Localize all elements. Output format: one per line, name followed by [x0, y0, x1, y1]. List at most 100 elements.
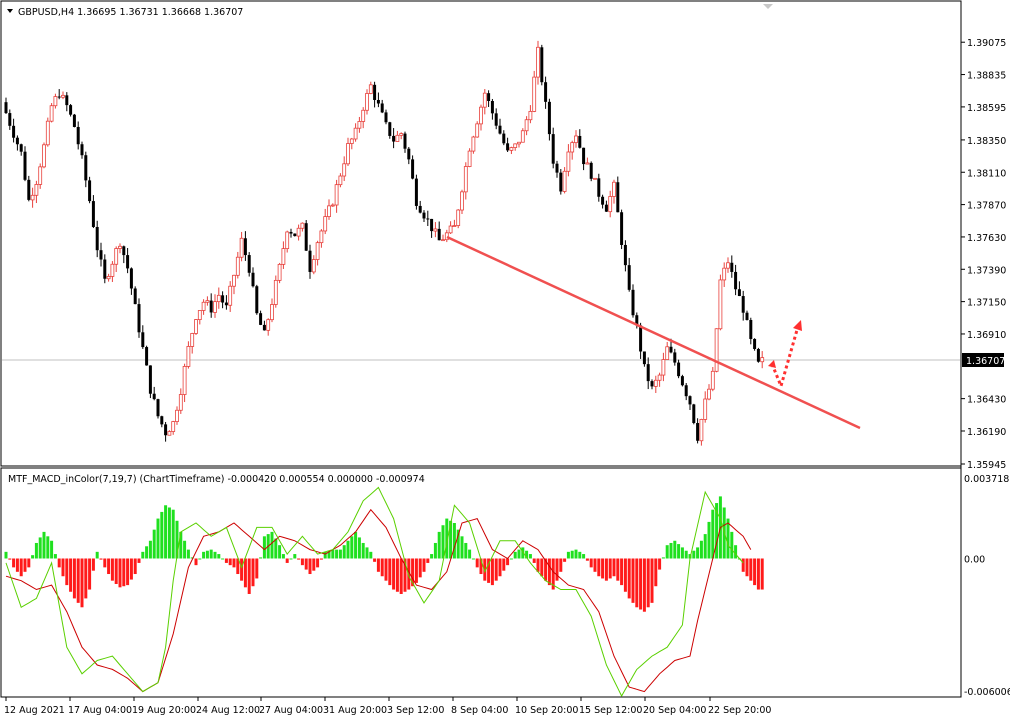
time-tick-label: 20 Sep 04:00 — [643, 705, 706, 716]
histogram-bar-negative — [608, 558, 612, 579]
histogram-bar-negative — [563, 558, 567, 562]
histogram-bar-negative — [494, 558, 498, 581]
candle-body-bull — [182, 366, 187, 395]
candle-body-bear — [692, 404, 696, 424]
candle-body-bull — [167, 431, 172, 436]
candle-body-bear — [247, 255, 251, 273]
candle-body-bear — [551, 134, 555, 164]
time-tick-label: 17 Aug 04:00 — [68, 705, 132, 716]
candle-body-bull — [216, 294, 221, 303]
histogram-bar-negative — [604, 558, 608, 581]
candle-body-bear — [540, 47, 544, 83]
indicator-tick-label: 0.003718 — [964, 474, 1009, 485]
histogram-bar-negative — [536, 558, 540, 572]
candle-body-bull — [566, 151, 571, 172]
histogram-bar-positive — [684, 550, 688, 559]
candle-body-bear — [623, 244, 627, 266]
histogram-bar-negative — [483, 558, 487, 581]
candle-body-bear — [673, 352, 677, 363]
price-tick-label: 1.37870 — [967, 201, 1006, 212]
candle-body-bull — [319, 230, 324, 244]
histogram-bar-negative — [384, 558, 388, 581]
candle-body-bear — [160, 416, 164, 425]
time-tick-label: 19 Aug 20:00 — [132, 705, 196, 716]
histogram-bar-negative — [498, 558, 502, 577]
histogram-bar-negative — [57, 558, 61, 568]
histogram-bar-positive — [726, 518, 730, 559]
candle-body-bull — [517, 141, 521, 145]
histogram-bar-positive — [152, 529, 156, 559]
candle-body-bear — [91, 201, 95, 227]
histogram-bar-negative — [319, 558, 323, 560]
histogram-bar-positive — [190, 557, 194, 559]
histogram-bar-negative — [297, 558, 301, 560]
histogram-bar-positive — [680, 547, 684, 559]
histogram-bar-positive — [141, 551, 145, 559]
candle-body-bull — [612, 181, 616, 197]
time-tick-label: 12 Aug 2021 — [4, 705, 65, 716]
histogram-bar-positive — [323, 551, 327, 559]
histogram-bar-negative — [76, 558, 80, 603]
candle-body-bull — [463, 166, 468, 193]
candle-body-bear — [384, 112, 388, 123]
candle-body-bull — [452, 225, 457, 227]
indicator-title: MTF_MACD_inColor(7,19,7) (ChartTimeframe… — [8, 474, 425, 485]
price-axis: 1.39075 1.38835 1.38595 1.38350 1.38110 1.378… — [961, 38, 1006, 471]
time-tick-label: 3 Sep 12:00 — [387, 705, 444, 716]
shift-marker-icon[interactable] — [763, 4, 773, 9]
candle-body-bull — [471, 136, 476, 152]
histogram-bar-positive — [350, 536, 354, 559]
candle-body-bear — [23, 151, 27, 180]
histogram-bar-positive — [38, 537, 42, 559]
macd-histogram — [4, 496, 764, 612]
candle-body-bull — [703, 398, 708, 420]
candle-body-bear — [251, 272, 255, 287]
histogram-bar-negative — [631, 558, 635, 603]
histogram-bar-positive — [171, 509, 175, 559]
candle-body-bear — [414, 178, 418, 206]
signal-line — [5, 508, 752, 693]
candle-body-bull — [657, 374, 662, 381]
candle-body-bear — [753, 338, 757, 349]
histogram-bar-negative — [107, 558, 111, 575]
candle-body-bear — [597, 178, 601, 197]
histogram-bar-negative — [126, 558, 130, 586]
histogram-bar-negative — [601, 558, 605, 579]
candle-body-bear — [392, 135, 396, 142]
histogram-bar-negative — [544, 558, 548, 581]
candle-body-bull — [285, 231, 290, 250]
candle-body-bull — [665, 346, 670, 360]
candle-body-bear — [506, 143, 510, 151]
candle-body-bear — [631, 289, 635, 316]
candle-body-bull — [228, 285, 233, 306]
dropdown-triangle-icon[interactable] — [7, 9, 13, 13]
histogram-bar-positive — [711, 509, 715, 559]
symbol-dropdown[interactable] — [7, 9, 13, 13]
histogram-bar-negative — [91, 558, 95, 571]
time-tick-label: 27 Aug 04:00 — [259, 705, 323, 716]
histogram-bar-negative — [612, 558, 616, 577]
histogram-bar-positive — [696, 547, 700, 559]
candle-body-bull — [520, 130, 525, 143]
histogram-bar-negative — [620, 558, 624, 586]
candle-body-bull — [315, 242, 320, 260]
histogram-bar-negative — [639, 558, 643, 610]
histogram-bar-positive — [525, 550, 529, 559]
histogram-bar-negative — [118, 558, 122, 588]
candle-body-bear — [669, 346, 673, 353]
indicator-panel — [0, 467, 962, 698]
price-tick-label: 1.38110 — [967, 168, 1006, 179]
histogram-bar-positive — [95, 551, 99, 559]
candle-body-bear — [544, 82, 548, 102]
histogram-bar-positive — [331, 549, 335, 559]
main-chart-title: GBPUSD,H4 1.36695 1.36731 1.36668 1.3670… — [18, 7, 243, 18]
histogram-bar-negative — [540, 558, 544, 577]
macd-line — [5, 486, 744, 698]
candle-body-bear — [148, 365, 152, 394]
histogram-bar-negative — [388, 558, 392, 586]
histogram-bar-negative — [380, 558, 384, 577]
histogram-bar-positive — [293, 554, 297, 559]
time-tick-label: 10 Sep 20:00 — [515, 705, 578, 716]
histogram-bar-positive — [270, 531, 274, 559]
